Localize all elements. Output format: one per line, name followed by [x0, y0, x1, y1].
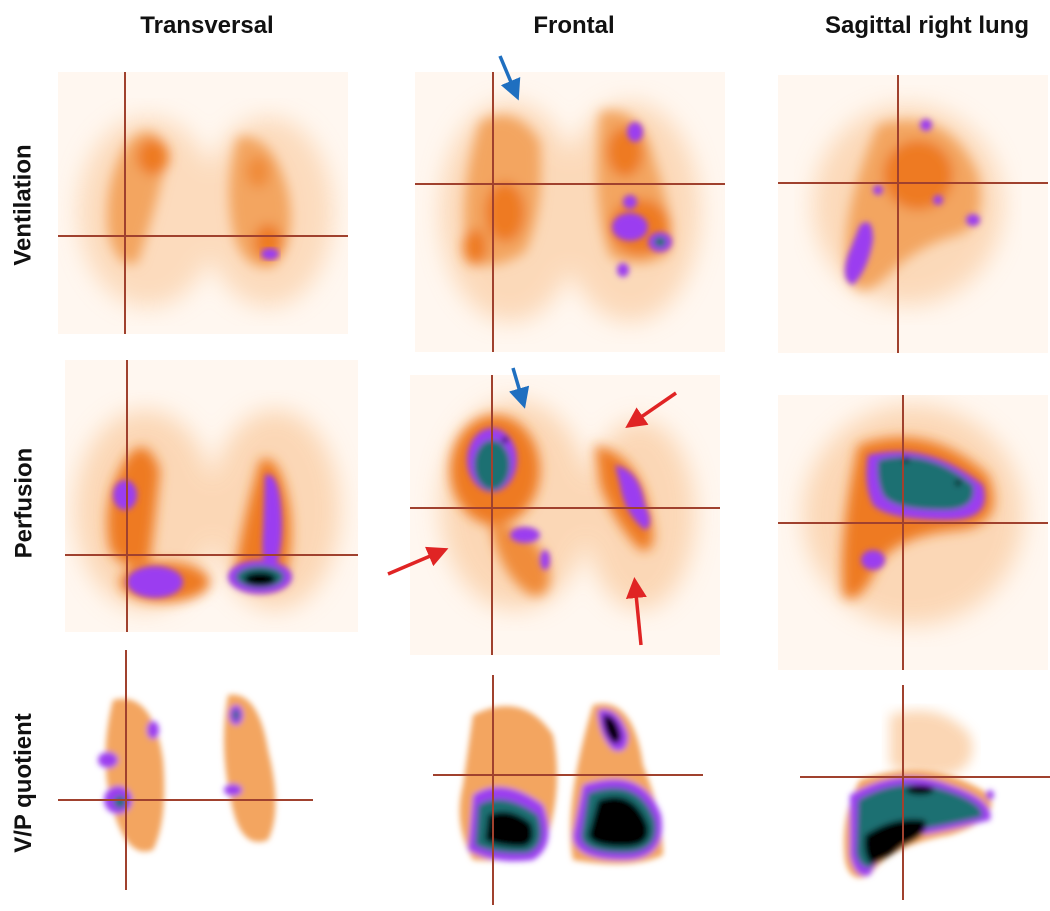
- red-arrow-left: [387, 546, 449, 576]
- column-label-frontal: Frontal: [533, 12, 615, 39]
- perfusion-sagittal-image: [778, 395, 1048, 670]
- vp-transversal-image: [58, 650, 348, 890]
- blue-arrow-ventilation: [498, 55, 521, 101]
- perfusion-frontal-image: [410, 375, 720, 655]
- perfusion-transversal-image: [65, 360, 358, 632]
- blue-arrow-perfusion: [508, 367, 530, 409]
- column-label-transversal: Transversal: [140, 12, 274, 39]
- column-label-sagittal: Sagittal right lung: [825, 12, 1029, 39]
- vp-sagittal-image: [800, 685, 1050, 900]
- ventilation-transversal-image: [58, 72, 348, 334]
- ventilation-frontal-image: [415, 72, 725, 352]
- red-arrow-upper-right: [625, 391, 677, 428]
- vp-frontal-image: [433, 675, 703, 905]
- ventilation-sagittal-image: [778, 75, 1048, 353]
- red-arrow-bottom: [625, 577, 647, 646]
